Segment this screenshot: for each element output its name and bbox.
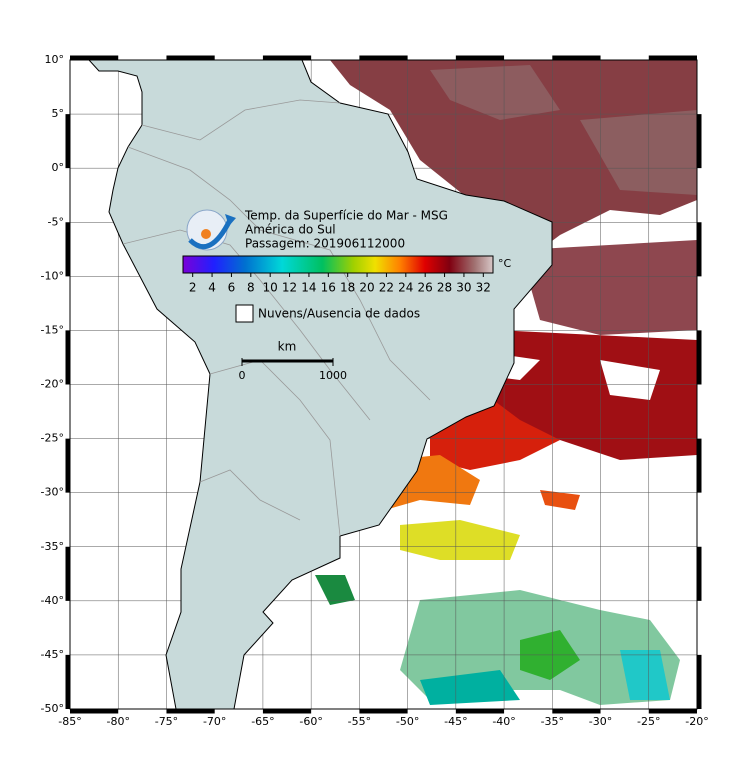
x-tick-label: -55° — [348, 715, 371, 728]
colorbar-tick-label: 26 — [418, 281, 433, 295]
colorbar-tick-label: 10 — [263, 281, 278, 295]
y-tick-label: -10° — [41, 269, 64, 282]
colorbar-tick-label: 24 — [398, 281, 413, 295]
colorbar-ticks: 2 4 6 8 10 12 14 16 18 20 22 24 26 28 30 32 — [189, 273, 491, 295]
colorbar — [182, 255, 494, 274]
colorbar-tick-label: 2 — [189, 281, 197, 295]
scale-bar: 0 1000 — [239, 358, 347, 382]
colorbar-tick-label: 28 — [437, 281, 452, 295]
region: América do Sul — [245, 223, 336, 237]
y-tick-label: -5° — [48, 215, 64, 228]
borders — [122, 99, 431, 537]
y-tick-label: -35° — [41, 540, 64, 553]
x-tick-label: -35° — [541, 715, 564, 728]
frame-ticks — [65, 55, 702, 714]
colorbar-tick-label: 20 — [359, 281, 374, 295]
colorbar-tick-label: 12 — [282, 281, 297, 295]
x-tick-label: -65° — [251, 715, 274, 728]
colorbar-tick-label: 4 — [208, 281, 216, 295]
colorbar-tick-label: 32 — [476, 281, 491, 295]
scale-unit: km — [278, 340, 297, 354]
colorbar-tick-label: 16 — [321, 281, 336, 295]
y-tick-label: -50° — [41, 702, 64, 715]
colorbar-tick-label: 30 — [456, 281, 471, 295]
colorbar-tick-label: 6 — [228, 281, 236, 295]
x-tick-label: -85° — [58, 715, 81, 728]
x-tick-label: -70° — [203, 715, 226, 728]
x-tick-label: -50° — [396, 715, 419, 728]
legend-label: Nuvens/Ausencia de dados — [258, 307, 420, 321]
y-tick-label: -20° — [41, 378, 64, 391]
y-tick-label: 0° — [52, 161, 65, 174]
x-tick-label: -20° — [685, 715, 708, 728]
y-tick-label: 5° — [52, 107, 65, 120]
legend-swatch — [235, 304, 254, 323]
y-tick-label: -30° — [41, 486, 64, 499]
colorbar-tick-label: 8 — [247, 281, 255, 295]
colorbar-tick-label: 22 — [379, 281, 394, 295]
scale-label: 1000 — [319, 369, 347, 382]
y-tick-label: -25° — [41, 432, 64, 445]
y-tick-label: 10° — [45, 53, 65, 66]
pass: Passagem: 201906112000 — [245, 237, 405, 251]
scale-label: 0 — [239, 369, 246, 382]
x-tick-label: -30° — [589, 715, 612, 728]
colorbar-unit: °C — [498, 257, 512, 270]
logo — [186, 209, 236, 251]
title: Temp. da Superfície do Mar - MSG — [244, 209, 448, 223]
colorbar-tick-label: 18 — [340, 281, 355, 295]
x-tick-label: -40° — [492, 715, 515, 728]
y-tick-label: -40° — [41, 594, 64, 607]
x-tick-label: -25° — [637, 715, 660, 728]
x-tick-label: -60° — [299, 715, 322, 728]
y-tick-label: -15° — [41, 323, 64, 336]
x-tick-label: -80° — [106, 715, 129, 728]
x-tick-label: -75° — [155, 715, 178, 728]
x-tick-label: -45° — [444, 715, 467, 728]
y-tick-label: -45° — [41, 648, 64, 661]
colorbar-tick-label: 14 — [301, 281, 316, 295]
